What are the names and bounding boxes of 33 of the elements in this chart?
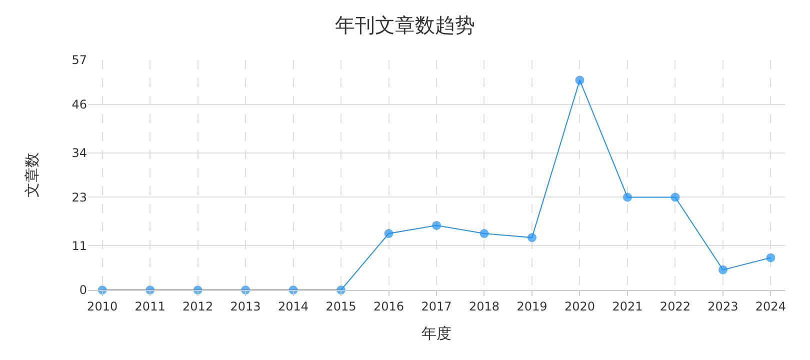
chart-title: 年刊文章数趋势 <box>335 13 475 38</box>
point <box>575 76 584 85</box>
point <box>527 233 536 242</box>
x-tick-label: 2011 <box>134 299 166 314</box>
y-tick-label: 11 <box>72 238 87 253</box>
point <box>670 192 680 202</box>
point <box>766 253 776 262</box>
x-tick-label: 2014 <box>278 299 309 314</box>
x-tick-label: 2017 <box>421 299 452 314</box>
x-tick-label: 2024 <box>755 299 786 314</box>
point <box>480 229 489 238</box>
x-tick-label: 2018 <box>468 299 500 314</box>
x-tick-label: 2012 <box>182 299 214 314</box>
x-tick-label: 2022 <box>660 299 690 314</box>
y-tick-label: 0 <box>79 283 87 298</box>
x-tick-label: 2019 <box>516 299 548 314</box>
x-tick-label: 2021 <box>612 299 643 314</box>
y-tick-label: 46 <box>72 98 87 112</box>
y-axis-title: 文章数 <box>22 152 41 198</box>
x-tick-label: 2023 <box>708 299 738 314</box>
x-tick-label: 2020 <box>564 299 595 314</box>
point <box>384 229 394 238</box>
point <box>718 265 728 274</box>
x-tick-label: 2016 <box>373 299 404 314</box>
y-tick-label: 57 <box>72 53 87 68</box>
x-axis-title: 年度 <box>422 324 452 342</box>
x-tick-label: 2015 <box>326 299 356 314</box>
point <box>432 220 441 230</box>
y-tick-label: 23 <box>72 190 87 204</box>
x-tick-label: 2010 <box>87 299 118 314</box>
y-tick-label: 34 <box>72 146 87 160</box>
point <box>622 192 632 202</box>
x-tick-label: 2013 <box>230 299 261 314</box>
